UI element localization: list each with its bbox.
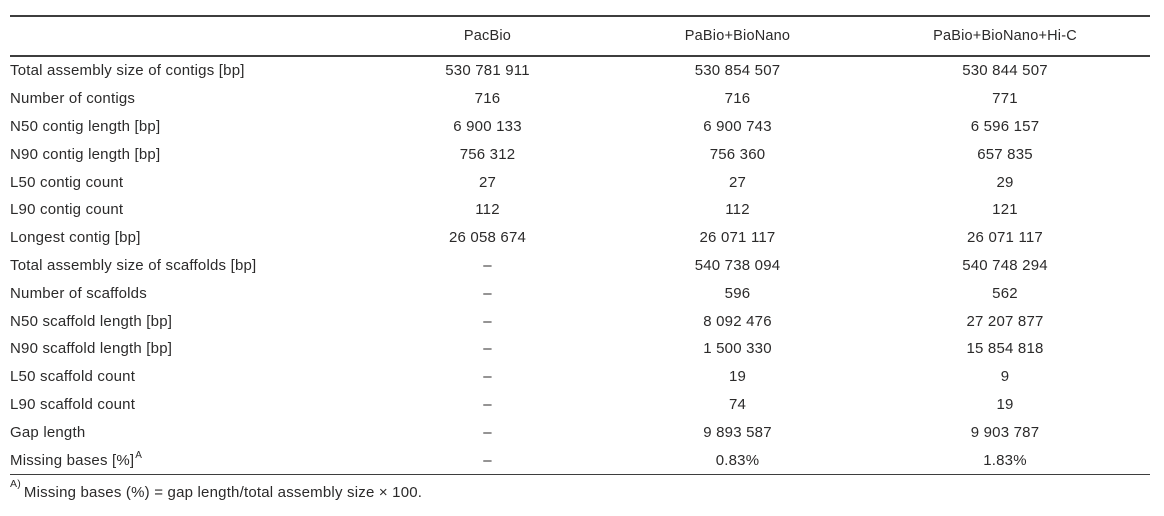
row-label: L50 contig count <box>10 173 124 191</box>
row-label: N90 contig length [bp] <box>10 145 161 163</box>
table-row: L90 scaffold count – 74 19 <box>10 391 1150 419</box>
table-row: L90 contig count 112 112 121 <box>10 196 1150 224</box>
table-row: N90 contig length [bp] 756 312 756 360 6… <box>10 140 1150 168</box>
cell-value: 26 058 674 <box>448 229 527 247</box>
cell-value: 6 596 157 <box>970 117 1040 135</box>
cell-value: 8 092 476 <box>703 312 772 330</box>
page: PacBio PaBio+BioNano PaBio+BioNano+Hi-C … <box>10 15 1164 501</box>
cell-value: – <box>483 423 492 441</box>
cell-value: 562 <box>992 284 1018 302</box>
table-row: Total assembly size of scaffolds [bp] – … <box>10 252 1150 280</box>
table-row: L50 contig count 27 27 29 <box>10 168 1150 196</box>
cell-value: 540 748 294 <box>962 256 1048 274</box>
header-row: PacBio PaBio+BioNano PaBio+BioNano+Hi-C <box>10 16 1150 57</box>
footnote-text: Missing bases (%) = gap length/total ass… <box>23 483 423 501</box>
cell-value: 771 <box>992 90 1018 108</box>
table-body: Total assembly size of contigs [bp] 530 … <box>10 56 1150 474</box>
table-row: N50 scaffold length [bp] – 8 092 476 27 … <box>10 307 1150 335</box>
cell-value: 1 500 330 <box>703 340 772 358</box>
column-header-pacbio: PacBio <box>360 16 615 57</box>
cell-value: 756 360 <box>709 145 766 163</box>
cell-value: 596 <box>724 284 751 302</box>
cell-value: 716 <box>474 90 501 108</box>
table-row: L50 scaffold count – 19 9 <box>10 363 1150 391</box>
cell-value: – <box>483 395 492 413</box>
cell-value: 530 781 911 <box>445 62 530 80</box>
cell-value: 27 <box>728 173 747 191</box>
cell-value: – <box>483 284 492 302</box>
cell-value: 6 900 133 <box>453 117 522 135</box>
cell-value: 112 <box>475 201 500 219</box>
cell-value: 27 <box>478 173 497 191</box>
cell-value: 15 854 818 <box>966 340 1044 358</box>
column-header-pabio-bionano-hic: PaBio+BioNano+Hi-C <box>860 16 1150 57</box>
table-row: Number of contigs 716 716 771 <box>10 85 1150 113</box>
row-label: Number of scaffolds <box>10 284 147 302</box>
column-header-empty <box>10 16 360 57</box>
cell-value: – <box>483 451 492 469</box>
cell-value: 27 207 877 <box>966 312 1044 330</box>
footnote-marker: A) <box>10 477 21 490</box>
cell-value: – <box>483 340 492 358</box>
row-label: Total assembly size of contigs [bp] <box>10 62 245 80</box>
table-row: Missing bases [%]A – 0.83% 1.83% <box>10 446 1150 474</box>
cell-value: 540 738 094 <box>694 256 781 274</box>
table-footnote: A) Missing bases (%) = gap length/total a… <box>10 478 1164 501</box>
table-row: Total assembly size of contigs [bp] 530 … <box>10 56 1150 85</box>
row-label: N50 scaffold length [bp] <box>10 312 173 330</box>
table-header: PacBio PaBio+BioNano PaBio+BioNano+Hi-C <box>10 16 1150 57</box>
cell-value: 1.83% <box>983 451 1027 469</box>
cell-value: 112 <box>725 201 750 219</box>
table-row: Longest contig [bp] 26 058 674 26 071 11… <box>10 224 1150 252</box>
row-label: N90 scaffold length [bp] <box>10 340 173 358</box>
cell-value: 9 903 787 <box>970 423 1040 441</box>
cell-value: 19 <box>996 395 1014 413</box>
table-row: Gap length – 9 893 587 9 903 787 <box>10 418 1150 446</box>
cell-value: 9 <box>1000 368 1010 386</box>
cell-value: 530 854 507 <box>694 62 781 80</box>
cell-value: 29 <box>996 173 1014 191</box>
cell-value: – <box>483 368 492 386</box>
row-label: Number of contigs <box>10 90 136 108</box>
row-label: L90 scaffold count <box>10 395 136 413</box>
cell-value: 9 893 587 <box>703 423 772 441</box>
table-row: Number of scaffolds – 596 562 <box>10 279 1150 307</box>
cell-value: 26 071 117 <box>699 229 776 247</box>
cell-value: 756 312 <box>459 145 516 163</box>
row-label: Missing bases [%]A <box>10 446 360 474</box>
row-label: N50 contig length [bp] <box>10 117 161 135</box>
column-header-pabio-bionano: PaBio+BioNano <box>615 16 860 57</box>
cell-value: – <box>483 256 492 274</box>
table-row: N50 contig length [bp] 6 900 133 6 900 7… <box>10 113 1150 141</box>
row-label: L50 scaffold count <box>10 368 136 386</box>
row-label-text: Missing bases [%] <box>10 452 135 470</box>
table-row: N90 scaffold length [bp] – 1 500 330 15 … <box>10 335 1150 363</box>
cell-value: 530 844 507 <box>962 62 1048 80</box>
cell-value: 74 <box>728 395 747 413</box>
cell-value: 6 900 743 <box>703 117 772 135</box>
row-label: Gap length <box>10 423 86 441</box>
cell-value: 19 <box>728 368 747 386</box>
footnote-reference-marker: A <box>135 450 143 462</box>
row-label: Longest contig [bp] <box>10 229 141 247</box>
cell-value: 121 <box>992 201 1018 219</box>
cell-value: – <box>483 312 492 330</box>
row-label: L90 contig count <box>10 201 124 219</box>
cell-value: 0.83% <box>715 451 760 469</box>
cell-value: 657 835 <box>977 145 1033 163</box>
cell-value: 26 071 117 <box>967 229 1043 247</box>
cell-value: 716 <box>724 90 751 108</box>
row-label: Total assembly size of scaffolds [bp] <box>10 256 257 274</box>
assembly-stats-table: PacBio PaBio+BioNano PaBio+BioNano+Hi-C … <box>10 15 1150 475</box>
